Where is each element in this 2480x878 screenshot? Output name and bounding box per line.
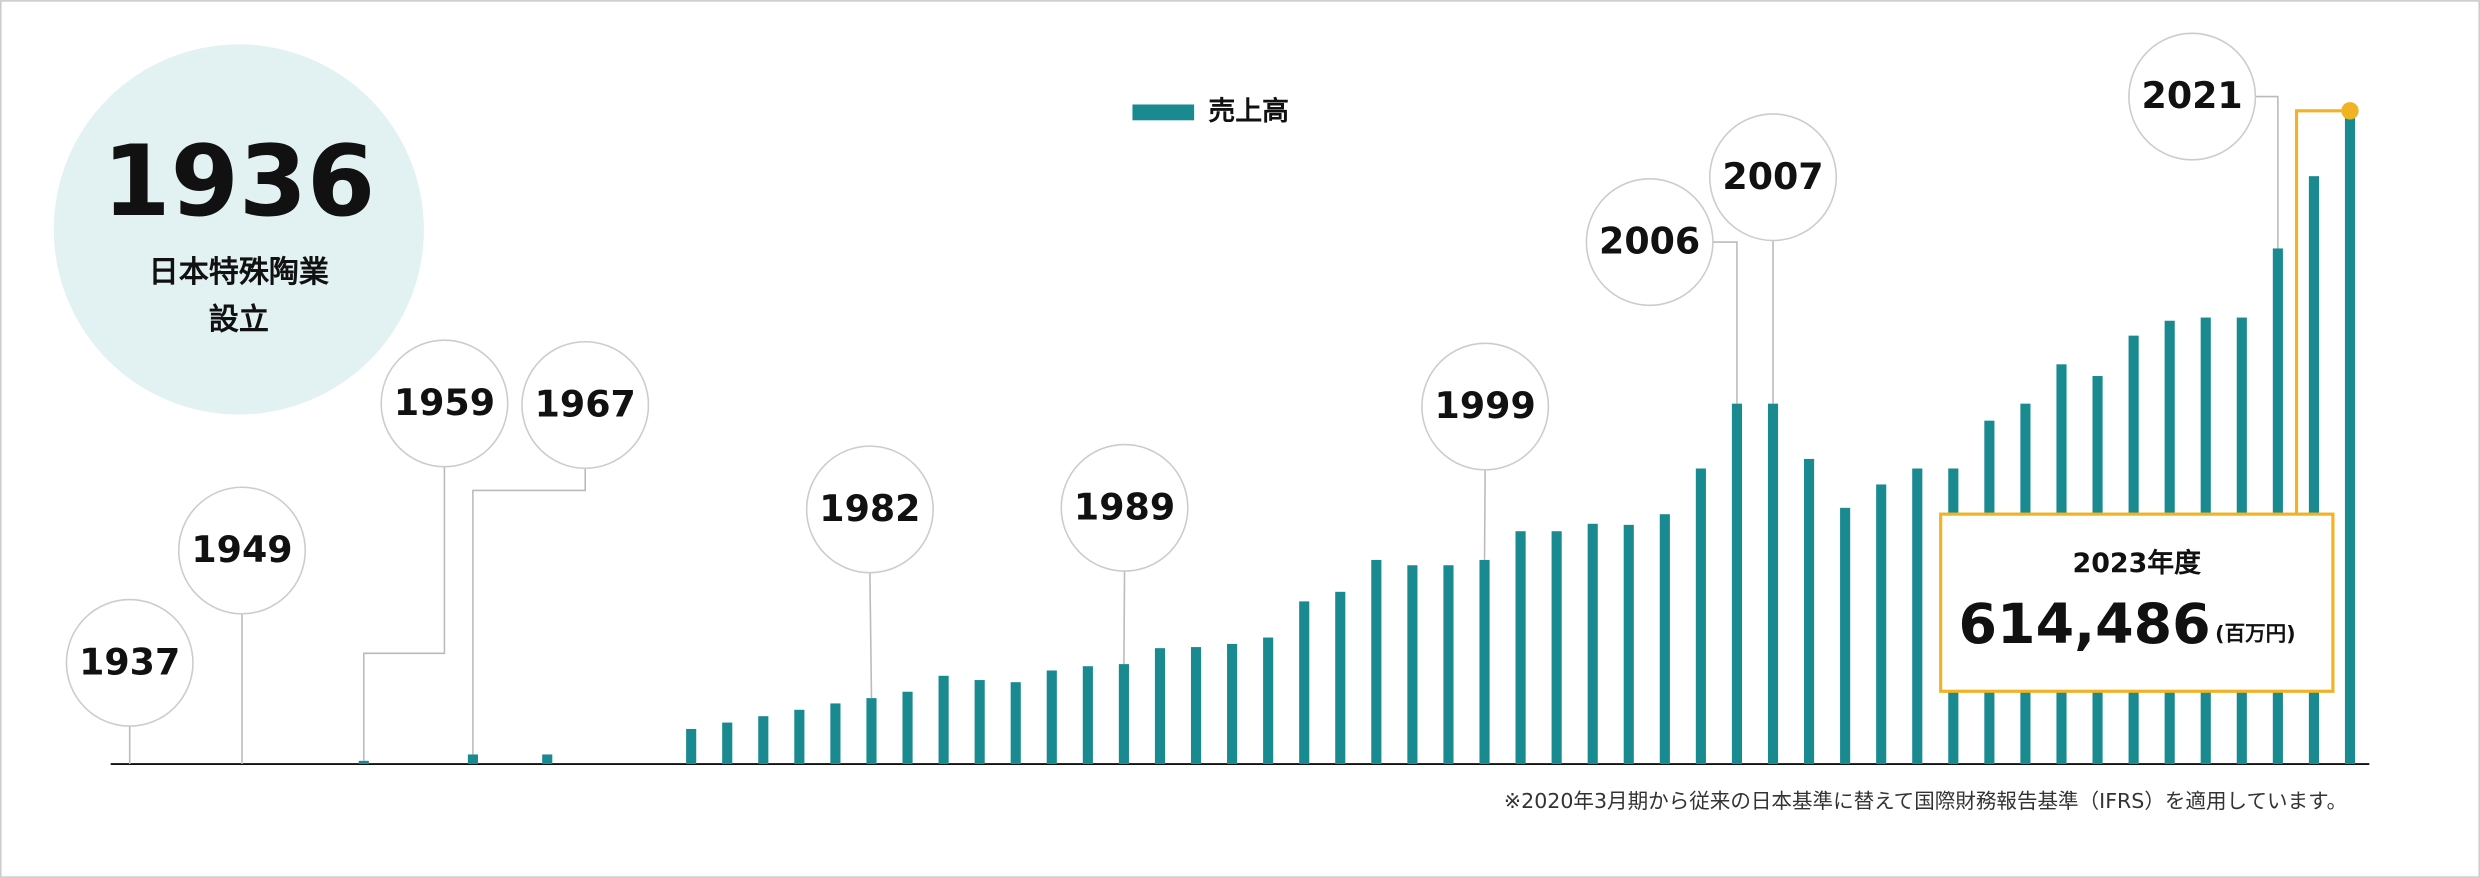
bar [1876,484,1887,765]
bar [1912,468,1923,765]
bar [1227,643,1238,765]
callout-year: 1967 [535,383,636,426]
callout-circle [1585,178,1714,307]
leader-line [2255,95,2279,249]
leader-line [1712,241,1738,404]
bar [542,754,553,765]
callout-year: 2007 [1722,155,1823,198]
bar [2344,110,2356,765]
bar [2272,248,2283,765]
bar [1263,637,1274,765]
callout-circle [1421,342,1550,471]
leader-line [1483,469,1486,560]
bar [1046,670,1057,765]
bar [1515,531,1526,765]
callout-year: 2006 [1599,220,1700,263]
footnote: ※2020年3月期から従来の日本基準に替えて国際財務報告基準（IFRS）を適用し… [1504,789,2347,813]
annotation-title: 2023年度 [2073,547,2202,579]
bar [1154,648,1166,765]
bar [1731,403,1743,765]
bar [1695,468,1706,765]
callout-circle [1708,113,1838,242]
bar [1190,647,1202,765]
callout-year: 1982 [819,487,920,530]
callout-circle [521,340,650,470]
bar [1804,458,1815,765]
callout-year: 1989 [1074,485,1175,528]
annotation-box [1939,512,2335,693]
annotation-dot [2341,102,2359,120]
bar [1587,523,1598,765]
legend-label: 売上高 [1208,95,1289,127]
callout-year: 1949 [191,528,292,571]
bar [2308,176,2319,765]
bar [1623,524,1634,765]
founding-circle [53,44,424,415]
founding-year: 1936 [102,125,375,239]
bar [1767,403,1779,765]
bar [686,728,697,765]
bar [358,760,369,765]
callout-circle [1060,443,1189,572]
founding-text: 日本特殊陶業 [149,255,329,290]
bar [1659,514,1670,765]
bar [830,703,841,765]
bar [1010,682,1021,765]
leader-line [1123,571,1126,665]
bar [1118,664,1129,765]
bar [1479,559,1490,765]
bar [1082,666,1093,765]
annotation-value: 614,486 [1959,593,2211,657]
bar [902,691,913,765]
bar [974,680,985,765]
legend-swatch [1132,104,1195,121]
bar [866,698,877,765]
leader-line [362,466,446,761]
callout-year: 1959 [394,381,495,424]
callout-year: 1999 [1435,384,1536,427]
bar [467,754,478,765]
annotation-connector [2294,109,2350,515]
callout-year: 2021 [2142,74,2243,117]
bar [758,716,769,765]
bar [1407,565,1418,765]
annotation-unit: (百万円) [2215,621,2295,645]
bar [938,675,949,765]
founding-text: 設立 [209,303,269,338]
callout-circle [177,486,307,615]
leader-line [472,468,586,755]
bar [794,709,805,765]
callout-circle [65,598,194,727]
callout-year: 1937 [79,640,180,683]
callout-circle [2128,32,2257,161]
bar [722,722,733,765]
bar [1840,507,1851,765]
leader-line [869,572,873,699]
bar [1443,565,1454,765]
bar [1335,591,1346,765]
callout-circle [380,339,509,468]
bar [1551,531,1562,765]
bar [1299,601,1310,765]
callout-circle [805,445,934,574]
bar [1371,559,1382,765]
